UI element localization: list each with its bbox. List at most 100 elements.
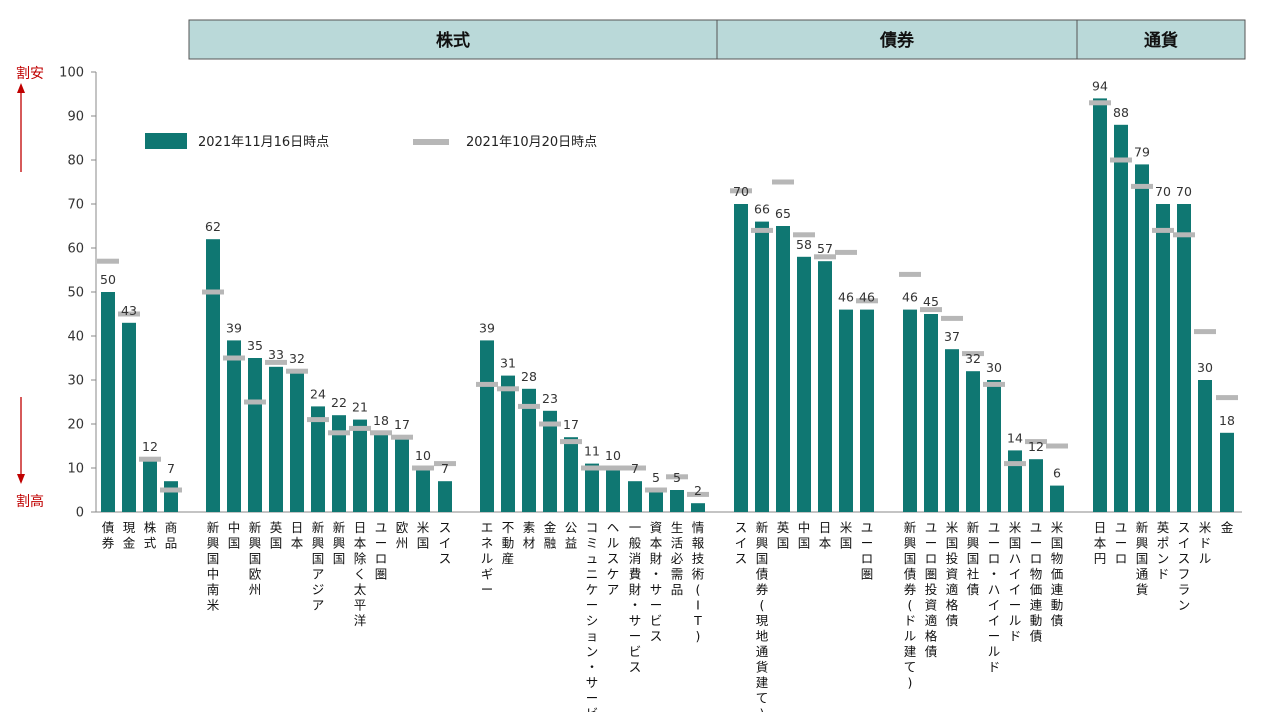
value-label: 22 [331, 395, 347, 410]
header-box-bonds [716, 19, 1078, 60]
value-label: 14 [1007, 430, 1023, 445]
category-label: ユーロ圏 [375, 520, 388, 582]
category-label: 金 [1221, 520, 1234, 535]
previous-marker [1046, 443, 1068, 449]
bar [416, 468, 430, 512]
category-label: 欧州 [396, 520, 409, 551]
category-label: 中国 [228, 520, 241, 551]
value-label: 39 [479, 320, 495, 335]
category-label: 新興国中南米 [207, 520, 220, 613]
category-label: 米国ハイイールド [1009, 520, 1022, 644]
header-currency: 通貨 [1144, 30, 1178, 51]
previous-marker [560, 439, 582, 445]
y-axis: 0 10 20 30 40 50 60 70 80 90 100 [59, 66, 1242, 521]
previous-marker [328, 430, 350, 436]
previous-marker [814, 254, 836, 260]
previous-marker [265, 359, 287, 365]
previous-marker [1152, 227, 1174, 233]
category-label: 資本財・サービス [650, 520, 663, 644]
y-tick-label: 60 [67, 242, 84, 257]
bar [522, 388, 536, 512]
bar [227, 340, 241, 512]
y-tick-label: 50 [67, 286, 84, 301]
category-label: 日本 [819, 520, 832, 551]
previous-marker [835, 249, 857, 255]
value-label: 50 [100, 272, 116, 287]
value-label: 7 [167, 461, 175, 476]
header-bonds: 債券 [879, 30, 915, 51]
bar [691, 503, 705, 512]
previous-marker [602, 465, 624, 471]
category-label: 公益 [565, 520, 578, 551]
bar [164, 481, 178, 512]
previous-marker [286, 368, 308, 374]
bar [1220, 432, 1234, 512]
bar [1198, 380, 1212, 512]
y-tick-label: 10 [67, 462, 84, 477]
value-label: 24 [310, 386, 326, 401]
previous-marker [962, 351, 984, 357]
legend-swatch-previous [413, 139, 449, 145]
category-label: ユーロ [1115, 520, 1128, 566]
bar [332, 415, 346, 512]
value-label: 7 [441, 461, 449, 476]
value-label: 17 [563, 417, 579, 432]
category-label: 中国 [798, 520, 811, 551]
category-labels: 債券現金株式商品新興国中南米中国新興国欧州英国日本新興国アジア新興国日本除く太平… [102, 520, 1234, 712]
category-label: 日本 [291, 520, 304, 551]
previous-marker [391, 434, 413, 440]
value-label: 5 [673, 470, 681, 485]
category-label: 新興国社債 [967, 520, 980, 597]
previous-marker [730, 188, 752, 194]
value-label: 32 [965, 351, 981, 366]
category-label: 米ドル [1199, 520, 1212, 566]
bar [269, 366, 283, 512]
bar [776, 226, 790, 512]
bar [649, 490, 663, 512]
bar [374, 432, 388, 512]
value-label: 65 [775, 206, 791, 221]
bar [480, 340, 494, 512]
y-tick-label: 90 [67, 110, 84, 125]
value-label: 12 [142, 439, 158, 454]
category-label: ユーロ物価連動債 [1030, 520, 1043, 644]
previous-marker [476, 381, 498, 387]
category-label: 新興国債券(ドル建て) [904, 520, 917, 690]
category-label: ユーロ・ハイイールド [988, 520, 1001, 675]
bar [311, 406, 325, 512]
previous-marker [244, 399, 266, 405]
previous-marker [1004, 461, 1026, 467]
category-label: 米国物価連動債 [1051, 520, 1064, 628]
arrow-down-head [17, 474, 25, 484]
bar [818, 261, 832, 512]
category-label: ユーロ圏投資適格債 [925, 520, 938, 659]
previous-marker [793, 232, 815, 238]
value-label: 6 [1053, 466, 1061, 481]
category-label: 日本除く太平洋 [354, 520, 367, 628]
bar [143, 459, 157, 512]
value-label: 94 [1092, 78, 1108, 93]
category-label: スイス [735, 520, 748, 566]
previous-marker [370, 430, 392, 436]
value-label: 66 [754, 202, 770, 217]
bar [987, 380, 1001, 512]
category-label: 新興国アジア [312, 520, 325, 613]
value-label: 7 [631, 461, 639, 476]
label-expensive: 割高 [16, 493, 44, 510]
category-label: 米国投資適格債 [946, 520, 959, 628]
category-label: 素材 [523, 520, 536, 551]
value-label: 70 [1176, 184, 1192, 199]
value-label: 28 [521, 369, 537, 384]
bar [353, 419, 367, 512]
y-tick-label: 40 [67, 330, 84, 345]
header-equity: 株式 [436, 30, 470, 51]
bar [585, 463, 599, 512]
bar [797, 256, 811, 512]
group-headers: 株式 債券 通貨 [188, 19, 1246, 60]
previous-marker [518, 403, 540, 409]
bar [290, 371, 304, 512]
previous-marker [645, 487, 667, 493]
bar [501, 375, 515, 512]
category-label: 一般消費財・サービス [629, 520, 642, 675]
previous-marker [1110, 157, 1132, 163]
